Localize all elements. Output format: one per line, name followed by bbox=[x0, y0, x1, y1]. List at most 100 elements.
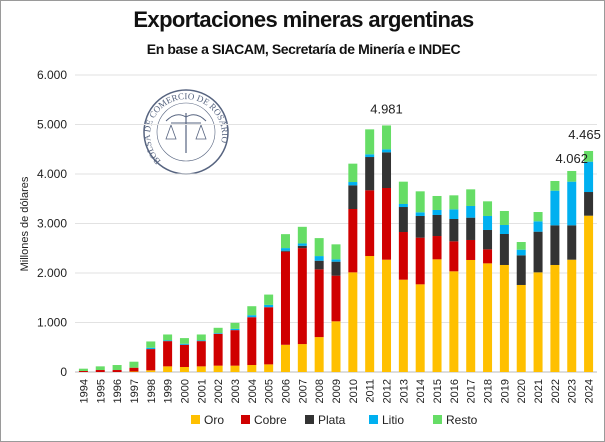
bar-litio-2005 bbox=[264, 304, 274, 308]
bar-litio-2003 bbox=[230, 328, 240, 331]
x-tick-label: 2018 bbox=[483, 379, 495, 403]
bar-cobre-2014 bbox=[415, 237, 425, 285]
bar-litio-2019 bbox=[499, 224, 509, 234]
bar-litio-2002 bbox=[213, 333, 223, 334]
chart-subtitle: En base a SIACAM, Secretaría de Minería … bbox=[146, 41, 461, 57]
bar-cobre-2008 bbox=[314, 269, 324, 338]
bar-litio-2000 bbox=[179, 343, 189, 345]
y-axis-label: Millones de dólares bbox=[19, 176, 31, 271]
x-tick-label: 2010 bbox=[348, 379, 360, 403]
bar-plata-2018 bbox=[483, 229, 493, 250]
bar-plata-2010 bbox=[348, 185, 358, 209]
bar-oro-2022 bbox=[550, 264, 560, 372]
bar-cobre-2006 bbox=[280, 251, 290, 345]
legend-label-oro: Oro bbox=[204, 413, 224, 427]
legend-label-cobre: Cobre bbox=[254, 413, 287, 427]
bar-plata-2013 bbox=[398, 207, 408, 233]
bar-plata-2007 bbox=[297, 245, 307, 249]
bar-resto-2003 bbox=[230, 322, 240, 329]
bar-oro-2003 bbox=[230, 365, 240, 372]
bar-resto-2014 bbox=[415, 191, 425, 213]
x-tick-label: 1994 bbox=[78, 379, 90, 403]
legend-label-litio: Litio bbox=[382, 413, 404, 427]
bar-resto-2004 bbox=[247, 306, 257, 316]
bar-oro-2010 bbox=[348, 272, 358, 372]
bar-oro-2015 bbox=[432, 259, 442, 372]
bar-resto-1994 bbox=[78, 368, 88, 372]
x-tick-label: 1999 bbox=[163, 379, 175, 403]
bar-resto-2009 bbox=[331, 244, 341, 260]
bar-resto-1997 bbox=[129, 361, 139, 368]
bar-resto-2007 bbox=[297, 226, 307, 244]
bar-cobre-2010 bbox=[348, 208, 358, 273]
y-tick-label: 0 bbox=[60, 365, 67, 379]
bar-litio-2009 bbox=[331, 259, 341, 262]
bar-cobre-2016 bbox=[449, 241, 459, 272]
bar-resto-2005 bbox=[264, 294, 274, 305]
bar-oro-2006 bbox=[280, 344, 290, 372]
x-tick-label: 1995 bbox=[95, 379, 107, 403]
x-tick-label: 2006 bbox=[280, 379, 292, 403]
bar-oro-2013 bbox=[398, 279, 408, 372]
chart-title: Exportaciones mineras argentinas bbox=[133, 7, 474, 32]
x-tick-label: 2016 bbox=[449, 379, 461, 403]
bar-cobre-2001 bbox=[196, 341, 206, 367]
bar-litio-2015 bbox=[432, 209, 442, 215]
bar-cobre-2005 bbox=[264, 307, 274, 365]
bar-resto-2000 bbox=[179, 338, 189, 344]
bar-litio-2021 bbox=[533, 221, 543, 232]
bar-resto-1998 bbox=[146, 341, 156, 348]
bar-resto-2018 bbox=[483, 201, 493, 216]
bar-litio-2024 bbox=[584, 161, 594, 193]
bar-resto-2013 bbox=[398, 181, 408, 204]
legend-swatch-cobre bbox=[241, 415, 250, 424]
bar-litio-2010 bbox=[348, 182, 358, 186]
bar-oro-2019 bbox=[499, 264, 509, 372]
bar-cobre-2011 bbox=[365, 190, 375, 257]
x-tick-label: 2012 bbox=[382, 379, 394, 403]
bar-oro-2004 bbox=[247, 365, 257, 372]
bar-oro-2009 bbox=[331, 321, 341, 372]
bar-plata-2021 bbox=[533, 231, 543, 273]
x-tick-label: 2001 bbox=[196, 379, 208, 403]
bar-cobre-2017 bbox=[466, 239, 476, 260]
y-tick-label: 2.000 bbox=[37, 266, 67, 280]
bar-litio-2008 bbox=[314, 256, 324, 261]
bar-litio-2022 bbox=[550, 190, 560, 226]
bar-litio-2007 bbox=[297, 243, 307, 246]
bar-resto-2019 bbox=[499, 210, 509, 225]
bar-oro-2018 bbox=[483, 263, 493, 372]
bar-plata-2011 bbox=[365, 157, 375, 191]
bar-oro-1999 bbox=[163, 366, 173, 372]
bar-cobre-2003 bbox=[230, 330, 240, 366]
bar-plata-2016 bbox=[449, 218, 459, 242]
bar-oro-2020 bbox=[516, 284, 526, 372]
bar-plata-2014 bbox=[415, 215, 425, 238]
bar-resto-2023 bbox=[567, 170, 577, 182]
data-label-2012: 4.981 bbox=[370, 101, 403, 116]
bar-oro-2008 bbox=[314, 337, 324, 372]
bar-litio-2014 bbox=[415, 212, 425, 216]
bar-litio-1999 bbox=[163, 340, 173, 342]
legend-swatch-litio bbox=[369, 415, 378, 424]
y-tick-label: 5.000 bbox=[37, 118, 67, 132]
bar-oro-2005 bbox=[264, 364, 274, 372]
x-tick-label: 2014 bbox=[415, 379, 427, 403]
bar-resto-2021 bbox=[533, 212, 543, 222]
bar-resto-2022 bbox=[550, 180, 560, 191]
bar-resto-2001 bbox=[196, 334, 206, 341]
bar-resto-2010 bbox=[348, 163, 358, 183]
bar-resto-2012 bbox=[382, 125, 392, 150]
bar-litio-2011 bbox=[365, 154, 375, 158]
x-tick-label: 2017 bbox=[466, 379, 478, 403]
bar-oro-2021 bbox=[533, 272, 543, 372]
legend-swatch-plata bbox=[305, 415, 314, 424]
bar-cobre-2012 bbox=[382, 188, 392, 260]
y-tick-label: 1.000 bbox=[37, 316, 67, 330]
bar-plata-2008 bbox=[314, 260, 324, 270]
bar-cobre-2004 bbox=[247, 317, 257, 366]
bar-resto-2016 bbox=[449, 195, 459, 210]
x-tick-label: 2023 bbox=[567, 379, 579, 403]
bar-litio-2018 bbox=[483, 215, 493, 230]
